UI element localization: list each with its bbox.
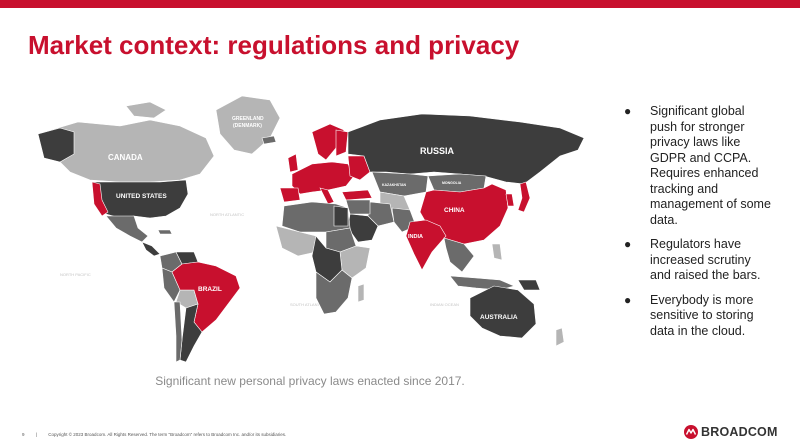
region-southern-africa bbox=[315, 269, 353, 315]
region-europe-east bbox=[347, 155, 371, 181]
bullet-dot-icon: ● bbox=[624, 237, 632, 251]
svg-text:SOUTH ATLANTIC: SOUTH ATLANTIC bbox=[290, 302, 324, 307]
svg-text:NORTH PACIFIC: NORTH PACIFIC bbox=[60, 272, 91, 277]
country-egypt bbox=[333, 205, 349, 227]
label-kazakhstan: KAZAKHSTAN bbox=[382, 183, 407, 187]
country-united-states bbox=[91, 179, 189, 219]
country-mexico bbox=[105, 215, 149, 243]
bullet-text: Significant global push for stronger pri… bbox=[650, 104, 771, 227]
country-philippines bbox=[491, 243, 503, 261]
country-india bbox=[405, 219, 447, 271]
label-australia: AUSTRALIA bbox=[480, 314, 518, 321]
svg-text:INDIAN OCEAN: INDIAN OCEAN bbox=[430, 302, 459, 307]
country-japan bbox=[517, 181, 531, 213]
page-number: 9 bbox=[22, 432, 25, 437]
label-canada: CANADA bbox=[108, 153, 143, 162]
svg-text:NORTH ATLANTIC: NORTH ATLANTIC bbox=[210, 212, 244, 217]
arctic-islands bbox=[125, 101, 167, 119]
country-iceland bbox=[261, 135, 277, 145]
country-italy bbox=[319, 187, 335, 205]
label-russia: RUSSIA bbox=[420, 146, 455, 156]
top-accent-bar bbox=[0, 0, 800, 8]
region-california bbox=[91, 181, 109, 217]
country-turkey bbox=[341, 189, 373, 201]
country-korea bbox=[505, 193, 515, 207]
label-brazil: BRAZIL bbox=[198, 286, 222, 293]
country-brazil bbox=[171, 261, 241, 333]
bullet-dot-icon: ● bbox=[624, 104, 632, 118]
broadcom-logo: BROADCOM bbox=[684, 425, 778, 439]
bullet-item: ● Significant global push for stronger p… bbox=[622, 104, 772, 228]
copyright-text: Copyright © 2023 Broadcom. All Rights Re… bbox=[48, 432, 287, 437]
bullet-text: Regulators have increased scrutiny and r… bbox=[650, 237, 761, 282]
bullet-item: ● Everybody is more sensitive to storing… bbox=[622, 293, 772, 340]
bullet-dot-icon: ● bbox=[624, 292, 632, 307]
caribbean-islands bbox=[157, 229, 173, 235]
bullet-item: ● Regulators have increased scrutiny and… bbox=[622, 237, 772, 284]
label-united-states: UNITED STATES bbox=[116, 193, 167, 200]
footer-divider: | bbox=[35, 432, 37, 437]
central-america bbox=[141, 241, 161, 257]
region-middle-east bbox=[345, 199, 371, 215]
label-mongolia: MONGOLIA bbox=[442, 181, 462, 185]
bullet-text: Everybody is more sensitive to storing d… bbox=[650, 292, 754, 338]
country-uk bbox=[287, 153, 299, 173]
label-greenland-sub: (DENMARK) bbox=[233, 123, 262, 129]
country-alaska bbox=[37, 127, 75, 163]
country-australia bbox=[469, 285, 537, 339]
bullet-list: ● Significant global push for stronger p… bbox=[622, 104, 772, 348]
country-new-zealand bbox=[555, 327, 565, 347]
broadcom-logo-icon bbox=[684, 425, 698, 439]
country-spain bbox=[279, 187, 301, 203]
label-india: INDIA bbox=[408, 234, 423, 240]
world-map: NORTH ATLANTIC NORTH PACIFIC SOUTH ATLAN… bbox=[30, 76, 596, 368]
region-southeast-asia bbox=[443, 237, 475, 273]
country-finland bbox=[335, 129, 349, 157]
footer: 9 | Copyright © 2023 Broadcom. All Right… bbox=[22, 432, 296, 437]
country-chile bbox=[173, 301, 183, 363]
country-peru bbox=[161, 267, 181, 303]
country-papua bbox=[517, 279, 541, 291]
country-madagascar bbox=[357, 283, 365, 303]
map-caption: Significant new personal privacy laws en… bbox=[155, 374, 465, 388]
broadcom-wordmark: BROADCOM bbox=[701, 425, 778, 439]
label-greenland: GREENLAND bbox=[232, 116, 264, 122]
label-china: CHINA bbox=[444, 207, 465, 214]
country-canada bbox=[43, 119, 215, 183]
page-title: Market context: regulations and privacy bbox=[28, 30, 520, 60]
